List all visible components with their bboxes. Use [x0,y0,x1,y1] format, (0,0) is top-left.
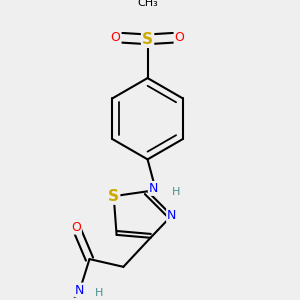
Text: N: N [167,209,176,222]
Text: O: O [71,220,81,234]
Text: S: S [142,32,153,47]
Text: N: N [75,284,85,297]
Text: CH₃: CH₃ [137,0,158,8]
Text: O: O [111,31,121,44]
Text: H: H [172,187,180,197]
Text: N: N [149,182,158,195]
Text: O: O [175,31,184,44]
Text: H: H [95,288,103,298]
Text: S: S [108,189,119,204]
